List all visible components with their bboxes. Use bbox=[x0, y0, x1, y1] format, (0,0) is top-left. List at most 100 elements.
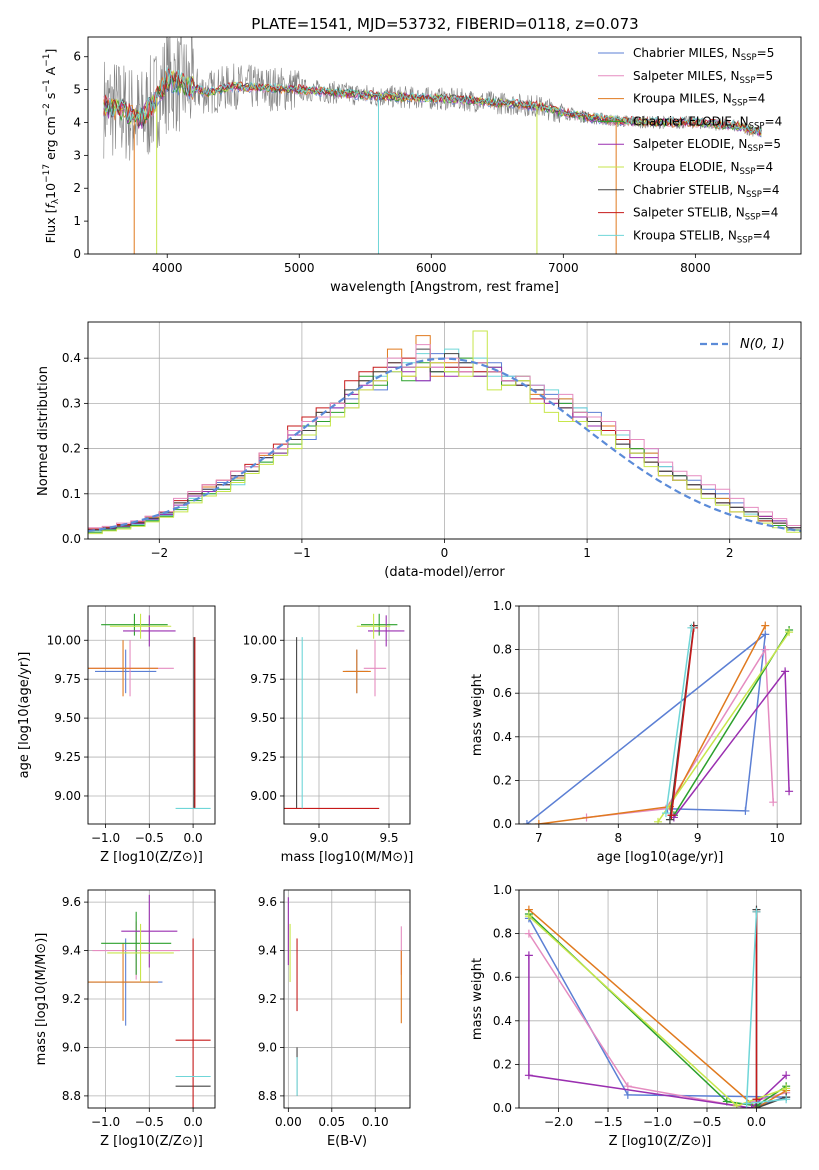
y-tick-label: 0.4 bbox=[62, 351, 81, 365]
y-tick-label: 10.00 bbox=[47, 633, 81, 647]
y-tick-label: 0.2 bbox=[493, 1057, 512, 1071]
weight-marker bbox=[742, 1099, 751, 1108]
x-tick-label: 7000 bbox=[548, 261, 579, 275]
y-tick-label: 9.00 bbox=[250, 789, 277, 803]
x-axis-label: Z [log10(Z/Z⊙)] bbox=[609, 1134, 712, 1149]
y-tick-label: 8.8 bbox=[62, 1089, 81, 1103]
weight-line-kroupa-stelib bbox=[665, 627, 693, 814]
y-tick-label: 5 bbox=[73, 83, 81, 97]
x-tick-label: −2 bbox=[150, 546, 168, 560]
weight-marker bbox=[752, 907, 761, 916]
weight-line-chabrier-miles bbox=[526, 632, 767, 824]
axes-frame bbox=[87, 605, 216, 825]
y-tick-label: 3 bbox=[73, 148, 81, 162]
weight-marker bbox=[665, 815, 674, 824]
x-tick-label: −0.5 bbox=[135, 831, 164, 845]
x-tick-label: 0.0 bbox=[184, 831, 203, 845]
y-axis-label: Normed distribution bbox=[36, 366, 51, 496]
x-tick-label: 9.5 bbox=[379, 831, 398, 845]
y-tick-label: 4 bbox=[73, 115, 81, 129]
weight-marker bbox=[623, 1082, 632, 1091]
legend-entry: Salpeter MILES, NSSP=5 bbox=[633, 69, 773, 86]
y-tick-label: 1.0 bbox=[493, 883, 512, 897]
axes-weight_vs_Z: −2.0 −1.5 −1.0 −0.5 0.0 0.0 0.2 0.4 0.6 0.8 1.0 Z [… bbox=[470, 883, 802, 1149]
y-tick-label: 6 bbox=[73, 50, 81, 64]
legend-entry: Salpeter ELODIE, NSSP=5 bbox=[633, 137, 781, 154]
x-tick-label: 2 bbox=[726, 546, 734, 560]
x-tick-label: 0.00 bbox=[275, 1115, 302, 1129]
axes-frame bbox=[518, 605, 802, 825]
y-tick-label: 10.00 bbox=[243, 633, 277, 647]
axes-frame bbox=[518, 889, 802, 1109]
y-tick-label: 1 bbox=[73, 214, 81, 228]
y-tick-label: 0 bbox=[73, 247, 81, 261]
y-tick-label: 0.4 bbox=[493, 730, 512, 744]
x-tick-label: 7 bbox=[535, 831, 543, 845]
y-tick-label: 0.3 bbox=[62, 396, 81, 410]
y-tick-label: 0.6 bbox=[493, 686, 512, 700]
x-tick-label: 10 bbox=[770, 831, 785, 845]
y-tick-label: 9.50 bbox=[54, 711, 81, 725]
y-tick-label: 2 bbox=[73, 181, 81, 195]
y-tick-label: 0.8 bbox=[493, 927, 512, 941]
legend-entry: Chabrier ELODIE, NSSP=4 bbox=[633, 114, 782, 131]
x-axis-label: mass [log10(M/M⊙)] bbox=[281, 850, 414, 865]
x-axis-label: Z [log10(Z/Z⊙)] bbox=[100, 850, 203, 865]
weight-marker bbox=[687, 623, 696, 632]
weight-marker bbox=[667, 811, 676, 820]
x-tick-label: 0 bbox=[441, 546, 449, 560]
y-tick-label: 0.6 bbox=[493, 970, 512, 984]
axes-spectrum: 4000 5000 6000 7000 8000 0 1 2 3 4 5 6 wavelength [A… bbox=[42, 36, 802, 295]
x-tick-label: 0.10 bbox=[362, 1115, 389, 1129]
y-tick-label: 0.0 bbox=[493, 1101, 512, 1115]
weight-marker bbox=[761, 645, 770, 654]
y-tick-label: 0.0 bbox=[493, 817, 512, 831]
weight-marker bbox=[782, 1084, 791, 1093]
y-axis-label: mass weight bbox=[470, 674, 485, 756]
y-tick-label: 9.25 bbox=[54, 750, 81, 764]
axes-frame bbox=[283, 605, 411, 825]
weight-marker bbox=[769, 798, 778, 807]
y-tick-label: 0.2 bbox=[62, 442, 81, 456]
y-tick-label: 9.75 bbox=[54, 672, 81, 686]
legend-entry: Kroupa STELIB, NSSP=4 bbox=[633, 228, 771, 245]
y-axis-label: age [log10(age/yr)] bbox=[17, 652, 32, 779]
weight-marker bbox=[524, 912, 533, 921]
y-axis-label: mass [log10(M/M⊙)] bbox=[34, 933, 49, 1066]
plot-area-weight_vs_Z bbox=[524, 905, 791, 1108]
x-tick-label: −2.0 bbox=[544, 1115, 573, 1129]
spectrum-model-line bbox=[103, 68, 762, 136]
x-tick-label: −0.5 bbox=[692, 1115, 721, 1129]
y-tick-label: 0.1 bbox=[62, 487, 81, 501]
y-tick-label: 9.4 bbox=[62, 944, 81, 958]
y-tick-label: 1.0 bbox=[493, 599, 512, 613]
plot-area-age_vs_mass bbox=[284, 613, 405, 809]
x-tick-label: 9 bbox=[694, 831, 702, 845]
weight-marker bbox=[761, 621, 770, 630]
weight-marker bbox=[661, 809, 670, 818]
x-tick-label: 0.0 bbox=[184, 1115, 203, 1129]
x-tick-label: −1.0 bbox=[91, 1115, 120, 1129]
x-axis-label: (data-model)/error bbox=[384, 565, 505, 580]
x-tick-label: 1 bbox=[583, 546, 591, 560]
y-axis-label: mass weight bbox=[470, 958, 485, 1040]
plots-layer: 4000 5000 6000 7000 8000 0 1 2 3 4 5 6 wavelength [A… bbox=[17, 36, 802, 1149]
axes-mass_vs_EBV: 0.00 0.05 0.10 8.8 9.0 9.2 9.4 9.6 E(B-V) bbox=[258, 889, 411, 1149]
weight-marker bbox=[534, 820, 543, 824]
x-tick-label: −0.5 bbox=[135, 1115, 164, 1129]
y-tick-label: 9.4 bbox=[258, 944, 277, 958]
x-tick-label: 0.05 bbox=[318, 1115, 345, 1129]
weight-marker bbox=[782, 1071, 791, 1080]
axes-weight_vs_age: 7 8 9 10 0.0 0.2 0.4 0.6 0.8 1.0 age [log10(age/yr… bbox=[470, 599, 802, 865]
weight-marker bbox=[654, 817, 663, 824]
y-tick-label: 9.6 bbox=[258, 895, 277, 909]
x-tick-label: −1 bbox=[293, 546, 311, 560]
x-tick-label: 4000 bbox=[152, 261, 183, 275]
x-tick-label: −1.5 bbox=[593, 1115, 622, 1129]
x-tick-label: 9.0 bbox=[309, 831, 328, 845]
histogram-kroupa-elodie bbox=[88, 330, 801, 535]
legend-entry: Kroupa ELODIE, NSSP=4 bbox=[633, 160, 773, 177]
weight-marker bbox=[782, 1095, 791, 1104]
weight-line-salpeter-elodie bbox=[528, 955, 787, 1108]
